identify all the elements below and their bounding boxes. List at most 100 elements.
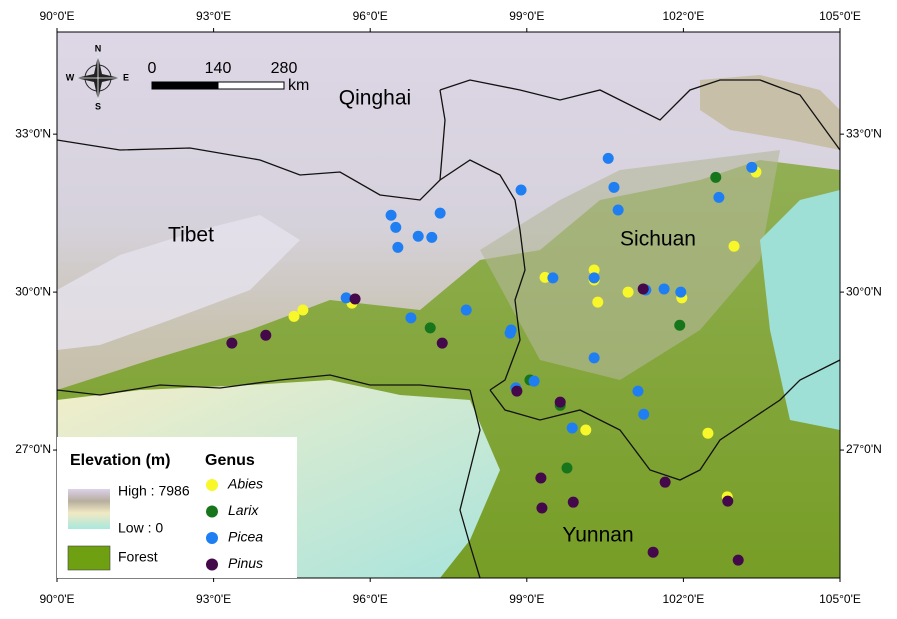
sample-point (637, 283, 649, 295)
sample-point (674, 319, 686, 331)
x-tick-label: 102°0'E (663, 9, 705, 23)
legend-marker (206, 558, 218, 571)
sample-point (226, 337, 238, 349)
sample-point (728, 240, 740, 252)
sample-point (511, 385, 523, 397)
x-tick-label: 93°0'E (196, 9, 231, 23)
sample-point (554, 396, 566, 408)
region-label: Qinghai (339, 87, 411, 110)
sample-point (528, 375, 540, 387)
legend-marker (206, 479, 218, 491)
compass-label: S (95, 101, 101, 111)
sample-point (504, 327, 516, 339)
points (226, 152, 762, 566)
region-label: Tibet (168, 224, 214, 247)
sample-point (622, 286, 634, 298)
legend-label: Picea (228, 529, 263, 545)
sample-point (392, 241, 404, 253)
sample-point (713, 191, 725, 203)
scale-label: 140 (205, 60, 232, 77)
sample-point (536, 502, 548, 514)
sample-point (340, 292, 352, 304)
sample-point (602, 152, 614, 164)
compass: N E S W (66, 43, 129, 111)
sample-point (566, 422, 578, 434)
y-tick-label: 33°0'N (846, 126, 882, 140)
sample-point (535, 472, 547, 484)
sample-point (561, 462, 573, 474)
compass-label: W (66, 72, 75, 82)
sample-point (426, 231, 438, 243)
x-tick-label: 96°0'E (353, 9, 388, 23)
sample-point (746, 161, 758, 173)
legend-label: Pinus (228, 555, 263, 571)
sample-point (580, 424, 592, 436)
x-tick-label: 93°0'E (196, 592, 231, 606)
sample-point (612, 204, 624, 216)
region-label: Yunnan (562, 524, 633, 547)
x-tick-label: 105°0'E (819, 592, 861, 606)
sample-point (592, 296, 604, 308)
legend-label: Forest (118, 549, 158, 565)
scale-label: 0 (148, 60, 157, 77)
legend: Elevation (m) High : 7986 Low : 0 Forest… (57, 437, 297, 578)
y-tick-label: 27°0'N (846, 442, 882, 456)
x-tick-label: 105°0'E (819, 9, 861, 23)
map-frame (56, 31, 841, 579)
legend-marker (206, 532, 218, 544)
sample-point (297, 304, 309, 316)
terrain (57, 32, 840, 578)
sample-point (567, 496, 579, 508)
scale-unit: km (288, 77, 309, 94)
sample-point (412, 230, 424, 242)
scale-segment (151, 81, 219, 90)
x-tick-label: 90°0'E (39, 9, 74, 23)
sample-point (390, 221, 402, 233)
y-tick-label: 30°0'N (15, 284, 51, 298)
x-tick-label: 99°0'E (509, 592, 544, 606)
scale-segment (217, 81, 285, 90)
sample-point (588, 352, 600, 364)
legend-title: Genus (205, 452, 255, 469)
legend-label: High : 7986 (118, 483, 190, 499)
sample-point (732, 554, 744, 566)
x-tick-label: 90°0'E (39, 592, 74, 606)
legend-marker (206, 505, 218, 518)
legend-title: Elevation (m) (70, 452, 170, 469)
compass-label: N (95, 43, 102, 53)
sample-point (675, 286, 687, 298)
sample-point (405, 312, 417, 324)
x-tick-label: 99°0'E (509, 9, 544, 23)
sample-point (460, 304, 472, 316)
forest-swatch (67, 545, 111, 571)
sample-point (710, 171, 722, 183)
elevation-swatch (68, 489, 110, 529)
compass-label: E (123, 72, 129, 82)
genus-legend: Abies Larix Picea Pinus (206, 476, 263, 571)
sample-point (288, 310, 300, 322)
sample-point (436, 337, 448, 349)
sample-point (647, 546, 659, 558)
borders (56, 79, 841, 579)
sample-point (588, 272, 600, 284)
legend-label: Larix (228, 502, 259, 518)
sample-point (424, 322, 436, 334)
y-tick-label: 27°0'N (15, 442, 51, 456)
region-label: Sichuan (620, 228, 696, 251)
sample-point (515, 184, 527, 196)
sample-point (547, 272, 559, 284)
sample-point (658, 283, 670, 295)
sample-point (260, 329, 272, 341)
scale-label: 280 (271, 60, 298, 77)
y-tick-label: 33°0'N (15, 126, 51, 140)
x-tick-label: 96°0'E (353, 592, 388, 606)
sample-point (539, 271, 551, 283)
sample-point (349, 293, 361, 305)
y-tick-label: 30°0'N (846, 284, 882, 298)
sample-point (638, 408, 650, 420)
legend-label: Low : 0 (118, 520, 163, 536)
sample-point (659, 476, 671, 488)
legend-label: Abies (227, 476, 263, 492)
